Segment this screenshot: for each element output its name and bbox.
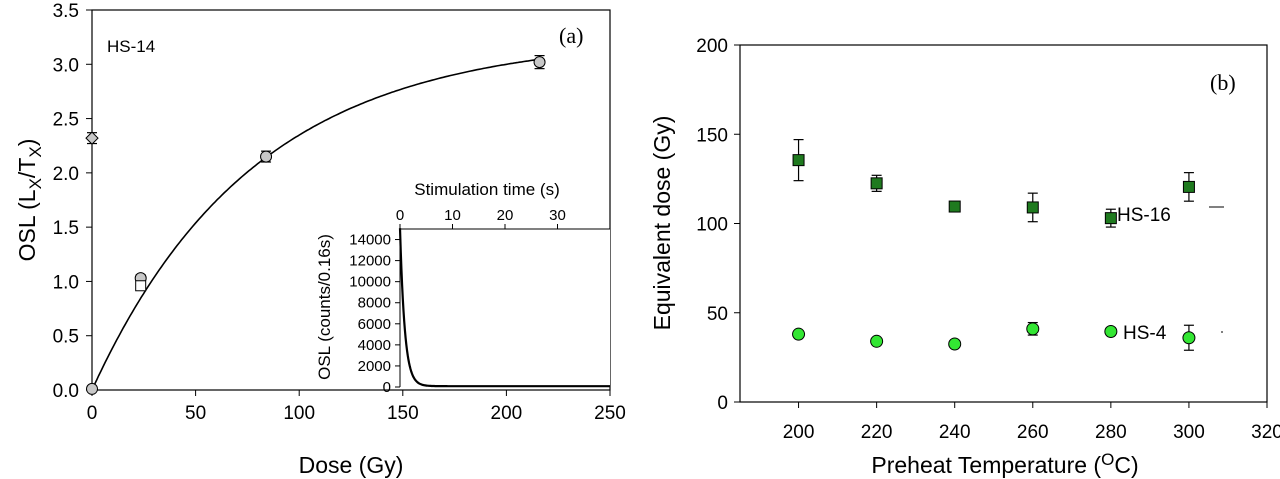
y-title-sub1: X (26, 178, 45, 189)
recycle-point (135, 280, 147, 292)
panel-a-sample-label: HS-14 (107, 37, 155, 56)
series-hs-16 (792, 139, 1195, 228)
x-tick-label: 200 (491, 403, 523, 424)
y-tick-label: 3.5 (53, 1, 79, 22)
panel-a-fit-curve (91, 58, 540, 391)
panel-b-label: (b) (1210, 70, 1236, 95)
x-tick-label: 260 (1017, 422, 1049, 443)
inset-x-tick-label: 20 (497, 207, 514, 224)
data-point (1026, 201, 1039, 214)
y-title-part1: OSL (L (14, 189, 40, 261)
inset-y-tick-label: 8000 (358, 295, 391, 312)
inset-chart: 0 10 20 30 0 2000 4000 6000 8000 10000 12000 14000… (315, 180, 610, 396)
inset-y-tick-label: 12000 (349, 253, 391, 270)
y-tick-label: 0 (717, 393, 728, 414)
data-point (870, 334, 884, 348)
data-point (1182, 331, 1196, 345)
x-title-part1: Preheat Temperature ( (871, 452, 1101, 478)
x-tick-label: 320 (1251, 422, 1280, 443)
inset-y-tick-label: 14000 (349, 232, 391, 249)
panel-a-y-ticks: 0.0 0.5 1.0 1.5 2.0 2.5 3.0 3.5 (53, 1, 92, 402)
data-point (948, 200, 961, 213)
x-tick-label: 150 (387, 403, 419, 424)
data-point (1182, 180, 1195, 193)
inset-background (400, 229, 610, 387)
x-tick-label: 100 (283, 403, 315, 424)
inset-y-tick-label: 6000 (358, 316, 391, 333)
data-point (792, 154, 805, 167)
y-title-sub2: X (26, 146, 45, 157)
regen-point (86, 382, 98, 395)
x-tick-label: 300 (1173, 422, 1205, 443)
x-tick-label: 250 (594, 403, 626, 424)
data-point (1104, 212, 1117, 225)
y-tick-label: 0.0 (53, 381, 79, 402)
natural-point (85, 131, 99, 145)
panel-a-data-points (85, 54, 546, 395)
y-tick-label: 0.5 (53, 327, 79, 348)
data-point (792, 327, 806, 341)
y-tick-label: 100 (696, 215, 728, 236)
panel-a: 0 50 100 150 200 250 0.00.51.01.52.02.53.03.5… (14, 1, 626, 478)
x-title-sup: O (1101, 450, 1114, 469)
x-tick-label: 50 (185, 403, 206, 424)
y-tick-label: 1.0 (53, 272, 79, 293)
x-tick-label: 240 (939, 422, 971, 443)
data-point (870, 177, 883, 190)
panel-a-x-axis-title: Dose (Gy) (299, 452, 404, 478)
y-tick-label: 2.5 (53, 110, 79, 131)
inset-x-ticks: 0 10 20 30 (396, 207, 566, 229)
panel-b-y-ticks: 0 50 100 150 200 (696, 36, 740, 414)
y-tick-label: 150 (696, 125, 728, 146)
inset-x-tick-label: 30 (549, 207, 566, 224)
inset-y-ticks: 0 2000 4000 6000 8000 10000 12000 14000 (349, 232, 400, 396)
panel-a-plot-frame (91, 9, 611, 391)
series-label-hs16: HS-16 (1117, 205, 1171, 226)
panel-b-data-points (792, 139, 1196, 351)
data-point (948, 337, 962, 351)
inset-x-axis-title: Stimulation time (s) (414, 180, 559, 199)
inset-y-tick-label: 0 (383, 379, 391, 396)
x-tick-label: 0 (87, 403, 98, 424)
data-point (1026, 322, 1040, 336)
y-tick-label: 50 (707, 304, 728, 325)
data-point (1104, 324, 1118, 338)
series-hs-4 (792, 321, 1196, 351)
inset-decay-curve (398, 228, 610, 388)
inset-y-tick-label: 10000 (349, 274, 391, 291)
panel-b: 200 220 240 260 280 300 320 0 50 100 150 200 (b) H… (649, 36, 1280, 478)
regen-point (260, 150, 273, 163)
inset-y-tick-label: 4000 (358, 337, 391, 354)
series-label-hs4: HS-4 (1123, 323, 1167, 344)
x-title-part2: C) (1114, 452, 1138, 478)
x-tick-label: 280 (1095, 422, 1127, 443)
panel-b-plot-frame (739, 44, 1268, 403)
panel-b-x-ticks: 200 220 240 260 280 300 320 (783, 402, 1280, 443)
panel-a-label: (a) (559, 23, 583, 48)
panel-b-x-axis-title: Preheat Temperature (OC) (871, 450, 1138, 478)
inset-x-tick-label: 0 (396, 207, 404, 224)
panel-b-y-axis-title: Equivalent dose (Gy) (649, 116, 675, 331)
panel-a-x-ticks: 0 50 100 150 200 250 (87, 390, 626, 424)
inset-x-tick-label: 10 (444, 207, 461, 224)
y-tick-label: 200 (696, 36, 728, 57)
y-title-part2: /T (14, 158, 40, 178)
regen-point (533, 56, 546, 69)
x-tick-label: 200 (783, 422, 815, 443)
inset-y-tick-label: 2000 (358, 358, 391, 375)
x-tick-label: 220 (861, 422, 893, 443)
y-title-part3: ) (14, 139, 40, 147)
panel-a-y-axis-title: OSL (LX/TX) (14, 139, 45, 262)
y-tick-label: 1.5 (53, 218, 79, 239)
y-tick-label: 3.0 (53, 55, 79, 76)
y-tick-label: 2.0 (53, 164, 79, 185)
inset-y-axis-title: OSL (counts/0.16s) (315, 234, 334, 380)
